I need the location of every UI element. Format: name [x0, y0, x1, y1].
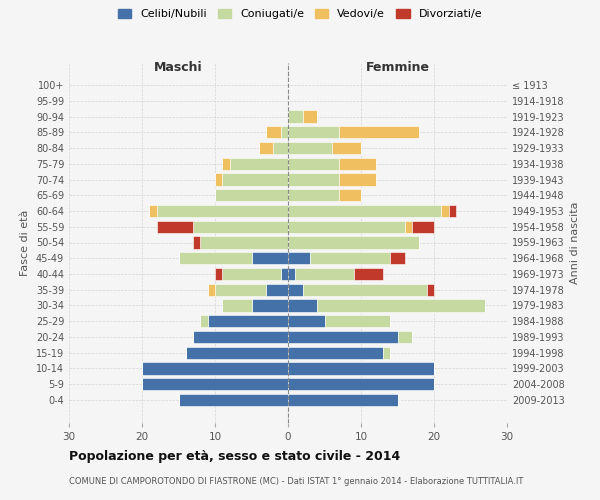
Bar	[288, 268, 295, 280]
Bar	[215, 268, 223, 280]
Bar	[288, 126, 339, 138]
Bar	[339, 174, 376, 186]
Bar	[200, 236, 288, 248]
Bar	[179, 394, 288, 406]
Bar	[288, 142, 332, 154]
Bar	[302, 110, 317, 122]
Bar	[339, 126, 419, 138]
Bar	[339, 189, 361, 202]
Bar	[179, 252, 251, 264]
Bar	[193, 236, 200, 248]
Bar	[354, 268, 383, 280]
Bar	[200, 315, 208, 328]
Bar	[288, 394, 398, 406]
Bar	[223, 174, 288, 186]
Bar	[427, 284, 434, 296]
Bar	[288, 205, 442, 217]
Bar	[157, 205, 288, 217]
Bar	[383, 346, 390, 359]
Bar	[288, 331, 398, 343]
Bar	[310, 252, 390, 264]
Bar	[288, 378, 434, 390]
Bar	[288, 158, 339, 170]
Bar	[339, 158, 376, 170]
Bar	[442, 205, 449, 217]
Bar	[259, 142, 274, 154]
Bar	[405, 220, 412, 233]
Bar	[215, 189, 288, 202]
Bar	[295, 268, 354, 280]
Bar	[317, 300, 485, 312]
Bar	[215, 284, 266, 296]
Text: Popolazione per età, sesso e stato civile - 2014: Popolazione per età, sesso e stato civil…	[69, 450, 400, 463]
Bar	[266, 284, 288, 296]
Bar	[193, 331, 288, 343]
Text: COMUNE DI CAMPOROTONDO DI FIASTRONE (MC) - Dati ISTAT 1° gennaio 2014 - Elaboraz: COMUNE DI CAMPOROTONDO DI FIASTRONE (MC)…	[69, 478, 523, 486]
Bar	[223, 300, 251, 312]
Bar	[390, 252, 405, 264]
Bar	[288, 110, 302, 122]
Bar	[266, 126, 281, 138]
Bar	[186, 346, 288, 359]
Bar	[288, 284, 302, 296]
Y-axis label: Anni di nascita: Anni di nascita	[570, 201, 580, 284]
Bar	[325, 315, 390, 328]
Bar	[222, 158, 230, 170]
Bar	[398, 331, 412, 343]
Bar	[288, 220, 405, 233]
Text: Femmine: Femmine	[365, 61, 430, 74]
Y-axis label: Fasce di età: Fasce di età	[20, 210, 30, 276]
Bar	[149, 205, 157, 217]
Bar	[274, 142, 288, 154]
Bar	[230, 158, 288, 170]
Bar	[208, 284, 215, 296]
Bar	[288, 315, 325, 328]
Bar	[208, 315, 288, 328]
Bar	[157, 220, 193, 233]
Bar	[288, 189, 339, 202]
Bar	[412, 220, 434, 233]
Bar	[281, 268, 288, 280]
Bar	[332, 142, 361, 154]
Bar	[215, 174, 223, 186]
Text: Maschi: Maschi	[154, 61, 203, 74]
Bar	[288, 300, 317, 312]
Bar	[251, 300, 288, 312]
Bar	[193, 220, 288, 233]
Bar	[449, 205, 456, 217]
Legend: Celibi/Nubili, Coniugati/e, Vedovi/e, Divorziati/e: Celibi/Nubili, Coniugati/e, Vedovi/e, Di…	[115, 6, 485, 22]
Bar	[302, 284, 427, 296]
Bar	[288, 236, 419, 248]
Bar	[288, 362, 434, 374]
Bar	[288, 174, 339, 186]
Bar	[281, 126, 288, 138]
Bar	[142, 378, 288, 390]
Bar	[222, 268, 281, 280]
Bar	[288, 252, 310, 264]
Bar	[142, 362, 288, 374]
Bar	[288, 346, 383, 359]
Bar	[251, 252, 288, 264]
